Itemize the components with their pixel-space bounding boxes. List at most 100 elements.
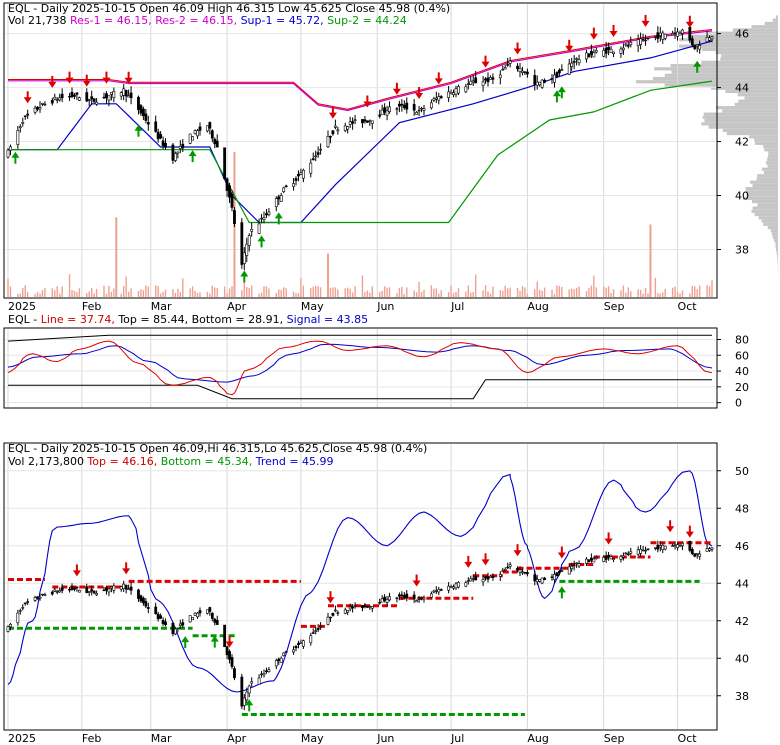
trend-candle-body: [708, 548, 711, 551]
trend-candle-body: [636, 549, 640, 555]
price-candle-body: [698, 45, 702, 50]
price-candle-body: [233, 210, 236, 225]
trend-candle-body: [176, 627, 180, 630]
price-candle-body: [422, 108, 426, 111]
volume-profile-bar: [702, 47, 778, 51]
volume-profile-bar: [664, 73, 778, 77]
price-candle-body: [516, 65, 519, 70]
trend-candle-body: [146, 607, 150, 609]
trend-candle-body: [658, 545, 662, 548]
volume-bar: [95, 288, 98, 297]
volume-bar: [369, 292, 371, 297]
volume-profile-bar: [702, 115, 778, 120]
trend-candle-body: [368, 606, 372, 608]
trend-candle-body: [139, 595, 143, 602]
price-candle-body: [282, 187, 286, 192]
sell-arrow-head: [65, 77, 74, 84]
price-candle-body: [348, 121, 352, 125]
volume-bar: [610, 293, 612, 297]
volume-bar: [140, 289, 142, 297]
volume-bar: [113, 288, 115, 297]
trend-candle-body: [525, 572, 529, 575]
price-candle-body: [333, 125, 337, 128]
trend-candle-body: [284, 651, 288, 653]
x-tick-label: Mar: [151, 300, 172, 313]
volume-bar: [568, 289, 570, 297]
volume-bar: [86, 293, 88, 297]
trend-candle-body: [481, 578, 485, 583]
volume-bar: [241, 289, 243, 297]
volume-bar: [573, 289, 575, 297]
trend-candle-body: [417, 598, 421, 601]
x-tick-label: Oct: [678, 732, 698, 745]
trend-candle-body: [560, 570, 564, 572]
sell-arrow-head: [23, 97, 32, 104]
volume-profile-bar: [721, 54, 778, 58]
volume-profile-bar: [754, 138, 778, 142]
price-candle-body: [102, 96, 106, 99]
price-candle-body: [380, 109, 384, 116]
price-candle-body: [23, 115, 27, 118]
volume-bar: [7, 278, 9, 297]
price-candle-body: [397, 103, 401, 107]
volume-bar: [401, 286, 403, 297]
price-candle-body: [695, 44, 699, 47]
price-header-line2-part: Res-2 = 46.15,: [152, 14, 237, 27]
volume-profile-bar: [777, 258, 778, 262]
volume-bar: [509, 287, 511, 297]
volume-bar: [711, 280, 713, 297]
price-candle-body: [521, 70, 524, 73]
price-candle-body: [454, 88, 458, 95]
price-candle-body: [464, 86, 468, 93]
price-candle-body: [156, 131, 160, 140]
price-candle-body: [6, 149, 10, 158]
sell-arrow-head: [481, 61, 490, 68]
indicator-line: [7, 340, 713, 396]
volume-bar: [162, 291, 164, 297]
price-candle-body: [609, 48, 613, 53]
volume-bar: [68, 274, 71, 297]
volume-bar: [671, 287, 674, 297]
volume-bar: [90, 288, 93, 297]
price-candle-body: [208, 122, 212, 129]
price-candle-body: [242, 252, 246, 264]
price-candle-body: [60, 93, 64, 99]
price-candle-body: [228, 185, 231, 198]
price-panel-frame: [3, 2, 718, 299]
trend-candle-body: [447, 585, 451, 591]
trend-candle-body: [95, 593, 99, 596]
volume-bar: [337, 289, 339, 297]
trend-candle-body: [589, 557, 593, 561]
trend-candle-body: [457, 582, 460, 588]
trend-candle-body: [543, 577, 547, 580]
trend-candle-body: [464, 582, 468, 587]
trend-candle-body: [575, 562, 579, 565]
price-candle-body: [309, 162, 313, 174]
price-candle-body: [621, 47, 625, 51]
volume-bar: [71, 290, 73, 297]
support-2-line: [8, 80, 713, 224]
volume-profile-bar: [754, 212, 778, 217]
sell-arrow-head: [392, 88, 401, 95]
trend-candle-body: [223, 624, 227, 648]
price-candle-body: [284, 185, 288, 188]
volume-bar: [413, 290, 415, 297]
price-candle-body: [663, 33, 667, 39]
y-tick-label: 46: [735, 28, 749, 41]
trend-candle-body: [102, 589, 106, 592]
volume-bar: [110, 291, 113, 297]
trend-candle-body: [18, 610, 22, 612]
trend-candle-body: [353, 605, 357, 607]
trend-candle-body: [6, 626, 10, 632]
trend-candle-body: [501, 570, 505, 572]
price-candle-body: [129, 92, 133, 99]
indicator-panel-frame: [3, 327, 718, 409]
indicator-header-part: Signal = 43.85: [283, 313, 368, 326]
price-candle-body: [225, 178, 229, 191]
volume-bar: [196, 292, 199, 297]
volume-bar: [679, 293, 681, 297]
price-candle-body: [73, 94, 76, 97]
volume-bar: [127, 291, 130, 297]
trend-candle-body: [188, 615, 192, 623]
trend-candle-body: [119, 586, 123, 590]
